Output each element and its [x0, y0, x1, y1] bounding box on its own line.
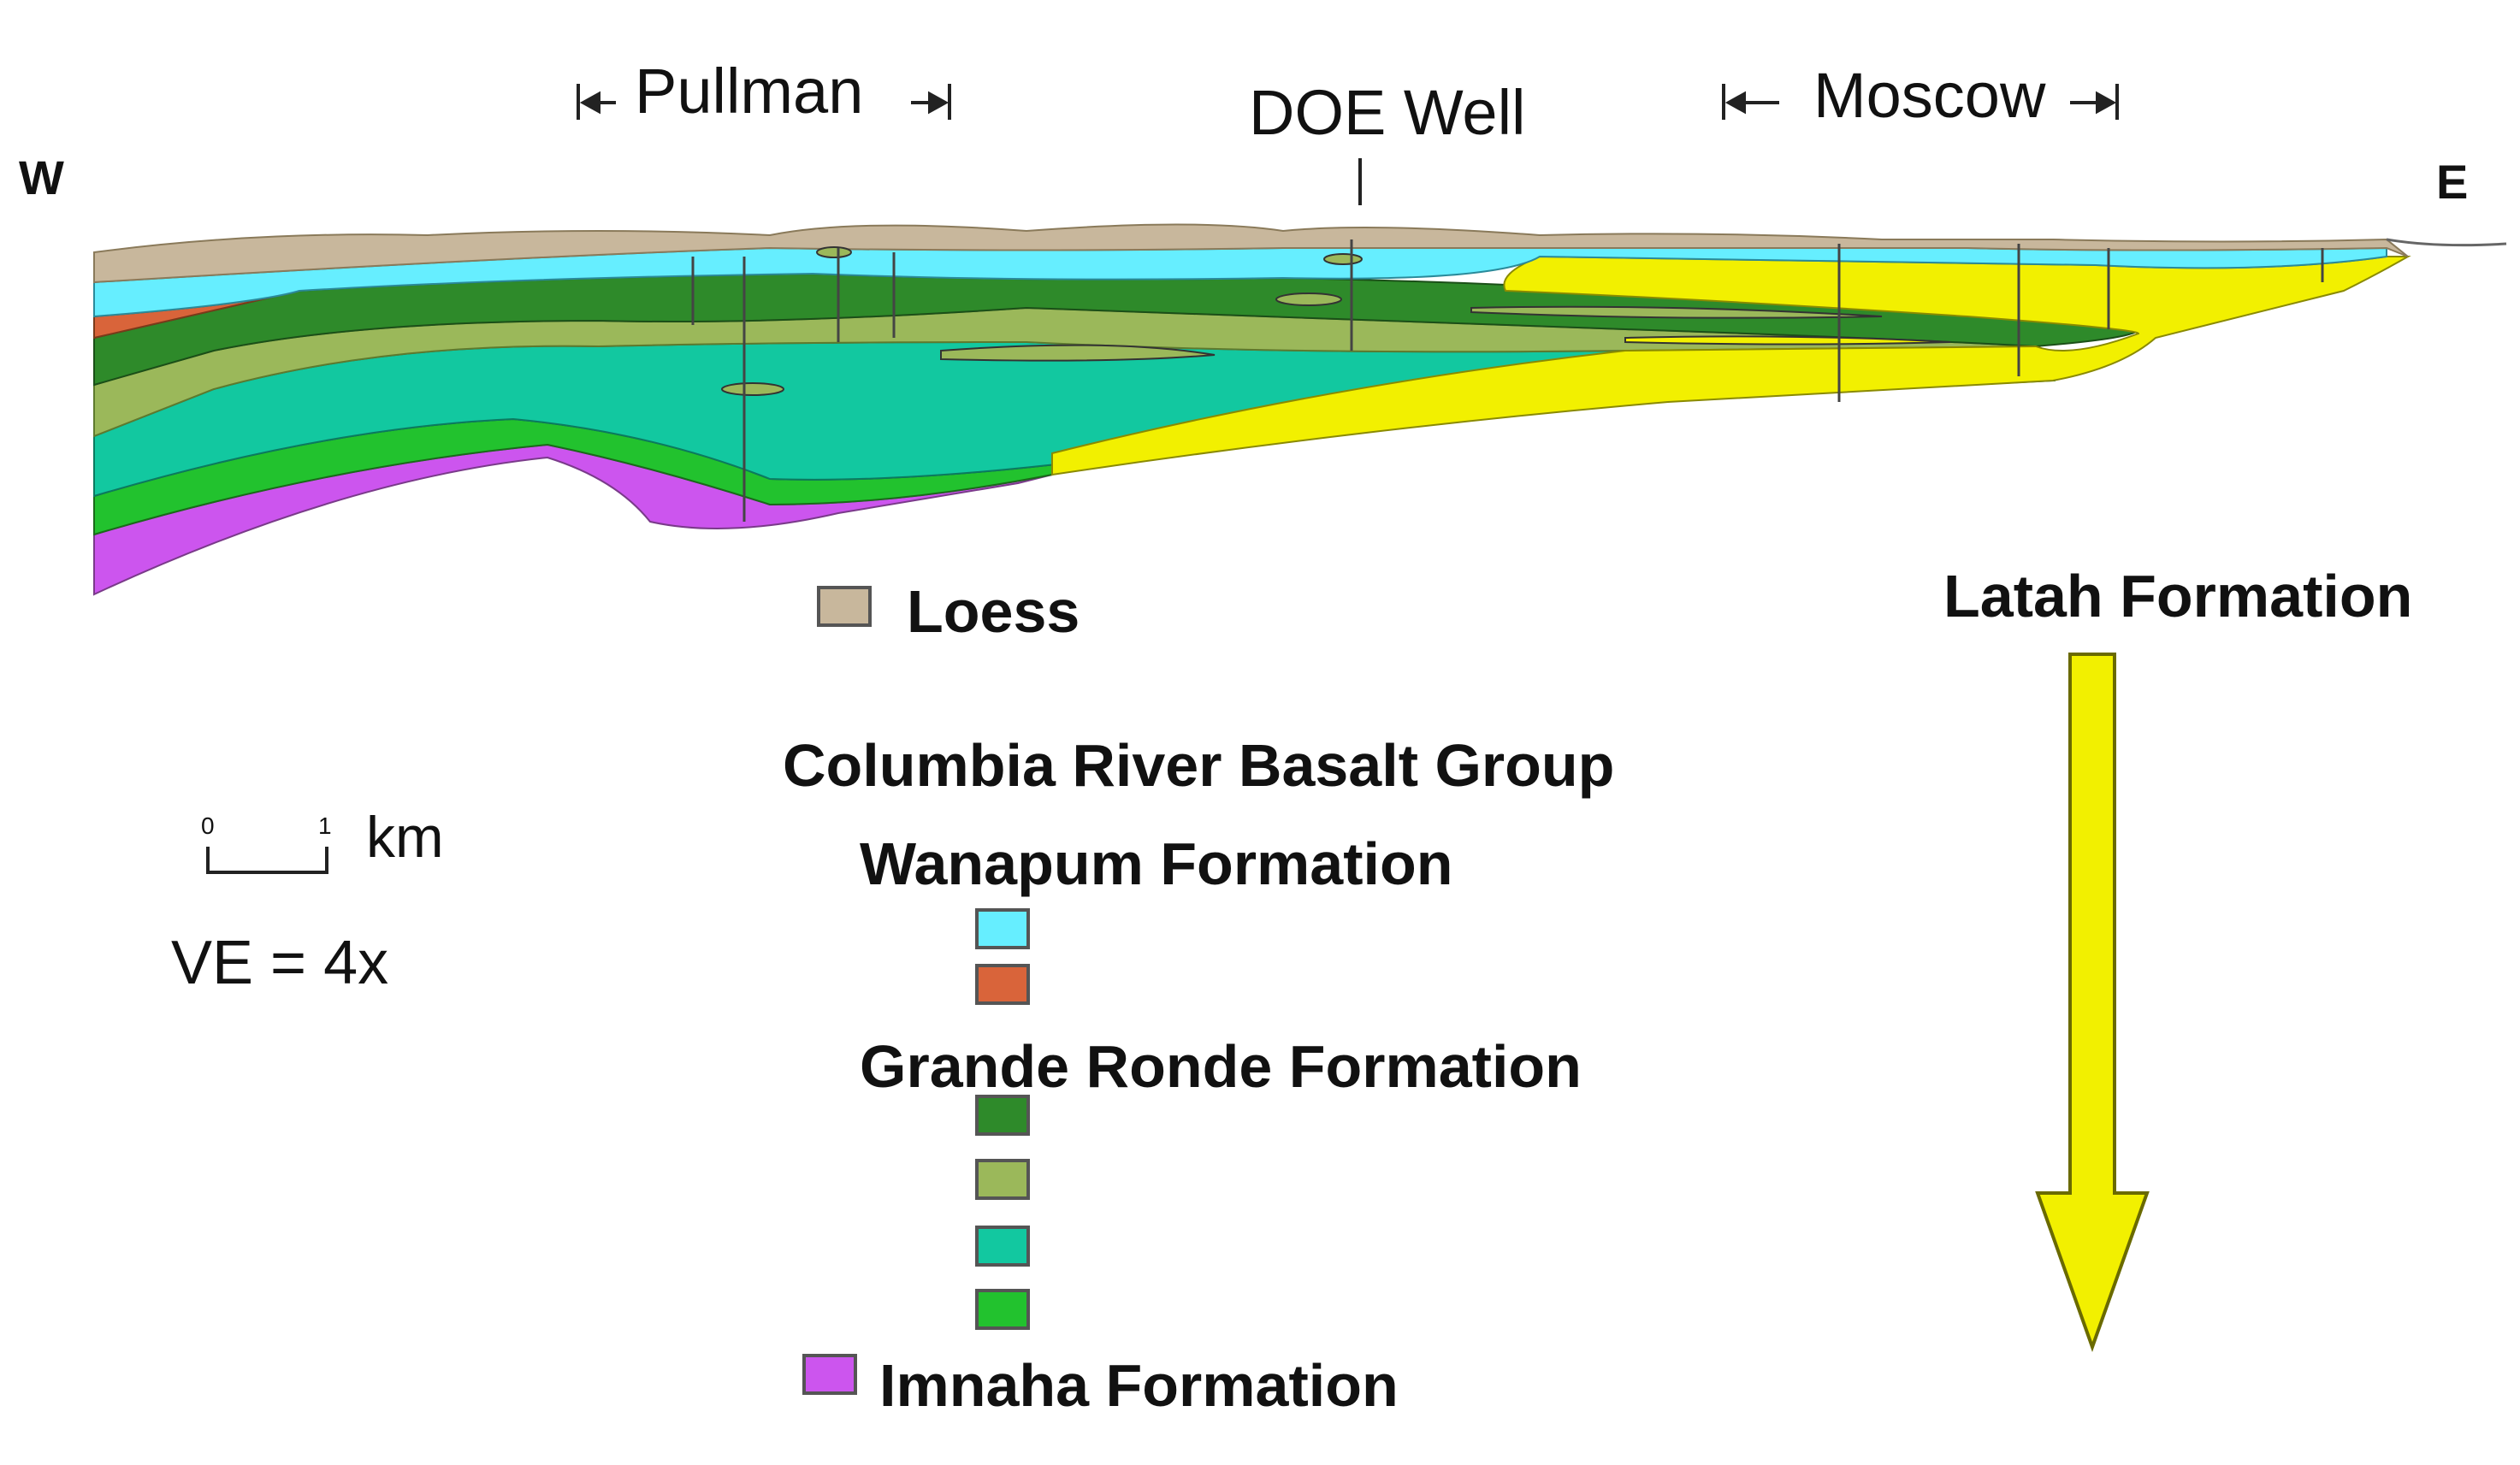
- latah-arrow-icon: [2035, 653, 2150, 1352]
- vertical-exaggeration: VE = 4x: [171, 929, 389, 997]
- direction-west: W: [19, 151, 64, 204]
- legend-grande-ronde-label: Grande Ronde Formation: [860, 1033, 1582, 1100]
- location-doe-well: DOE Well: [1249, 77, 1526, 148]
- lens: [1323, 253, 1363, 265]
- scale-tick-one: 1: [318, 812, 332, 839]
- well-lines: [691, 239, 2324, 522]
- lens: [940, 344, 1216, 362]
- lens: [721, 382, 784, 396]
- lens: [1470, 305, 1883, 319]
- location-moscow: Moscow: [1813, 60, 2046, 131]
- swatch-grande-ronde-dark-green: [975, 1095, 1030, 1136]
- location-pullman: Pullman: [635, 56, 864, 127]
- swatch-wanapum-orange: [975, 964, 1030, 1005]
- lens: [1624, 335, 1951, 346]
- legend-imnaha-label: Imnaha Formation: [879, 1352, 1399, 1419]
- swatch-grande-ronde-olive: [975, 1159, 1030, 1200]
- scale-unit: km: [366, 805, 444, 870]
- legend-loess-label: Loess: [907, 578, 1080, 645]
- scale-tick-zero: 0: [201, 812, 215, 839]
- surface-line: [2386, 238, 2507, 247]
- pullman-extent: [577, 84, 951, 120]
- lens: [1275, 292, 1342, 306]
- swatch-wanapum-cyan: [975, 908, 1030, 949]
- swatch-imnaha: [802, 1354, 857, 1395]
- lens: [816, 246, 852, 258]
- swatch-loess: [817, 586, 872, 627]
- legend-wanapum-label: Wanapum Formation: [860, 830, 1453, 897]
- scale-bar: [206, 847, 328, 874]
- direction-east: E: [2436, 155, 2469, 209]
- legend-crbg-title: Columbia River Basalt Group: [783, 732, 1615, 799]
- swatch-grande-ronde-green: [975, 1289, 1030, 1330]
- layer-loess: [93, 223, 2409, 284]
- legend-latah-label: Latah Formation: [1943, 563, 2413, 629]
- cross-section: [93, 158, 2507, 596]
- moscow-extent: [1722, 84, 2119, 120]
- swatch-grande-ronde-teal: [975, 1226, 1030, 1267]
